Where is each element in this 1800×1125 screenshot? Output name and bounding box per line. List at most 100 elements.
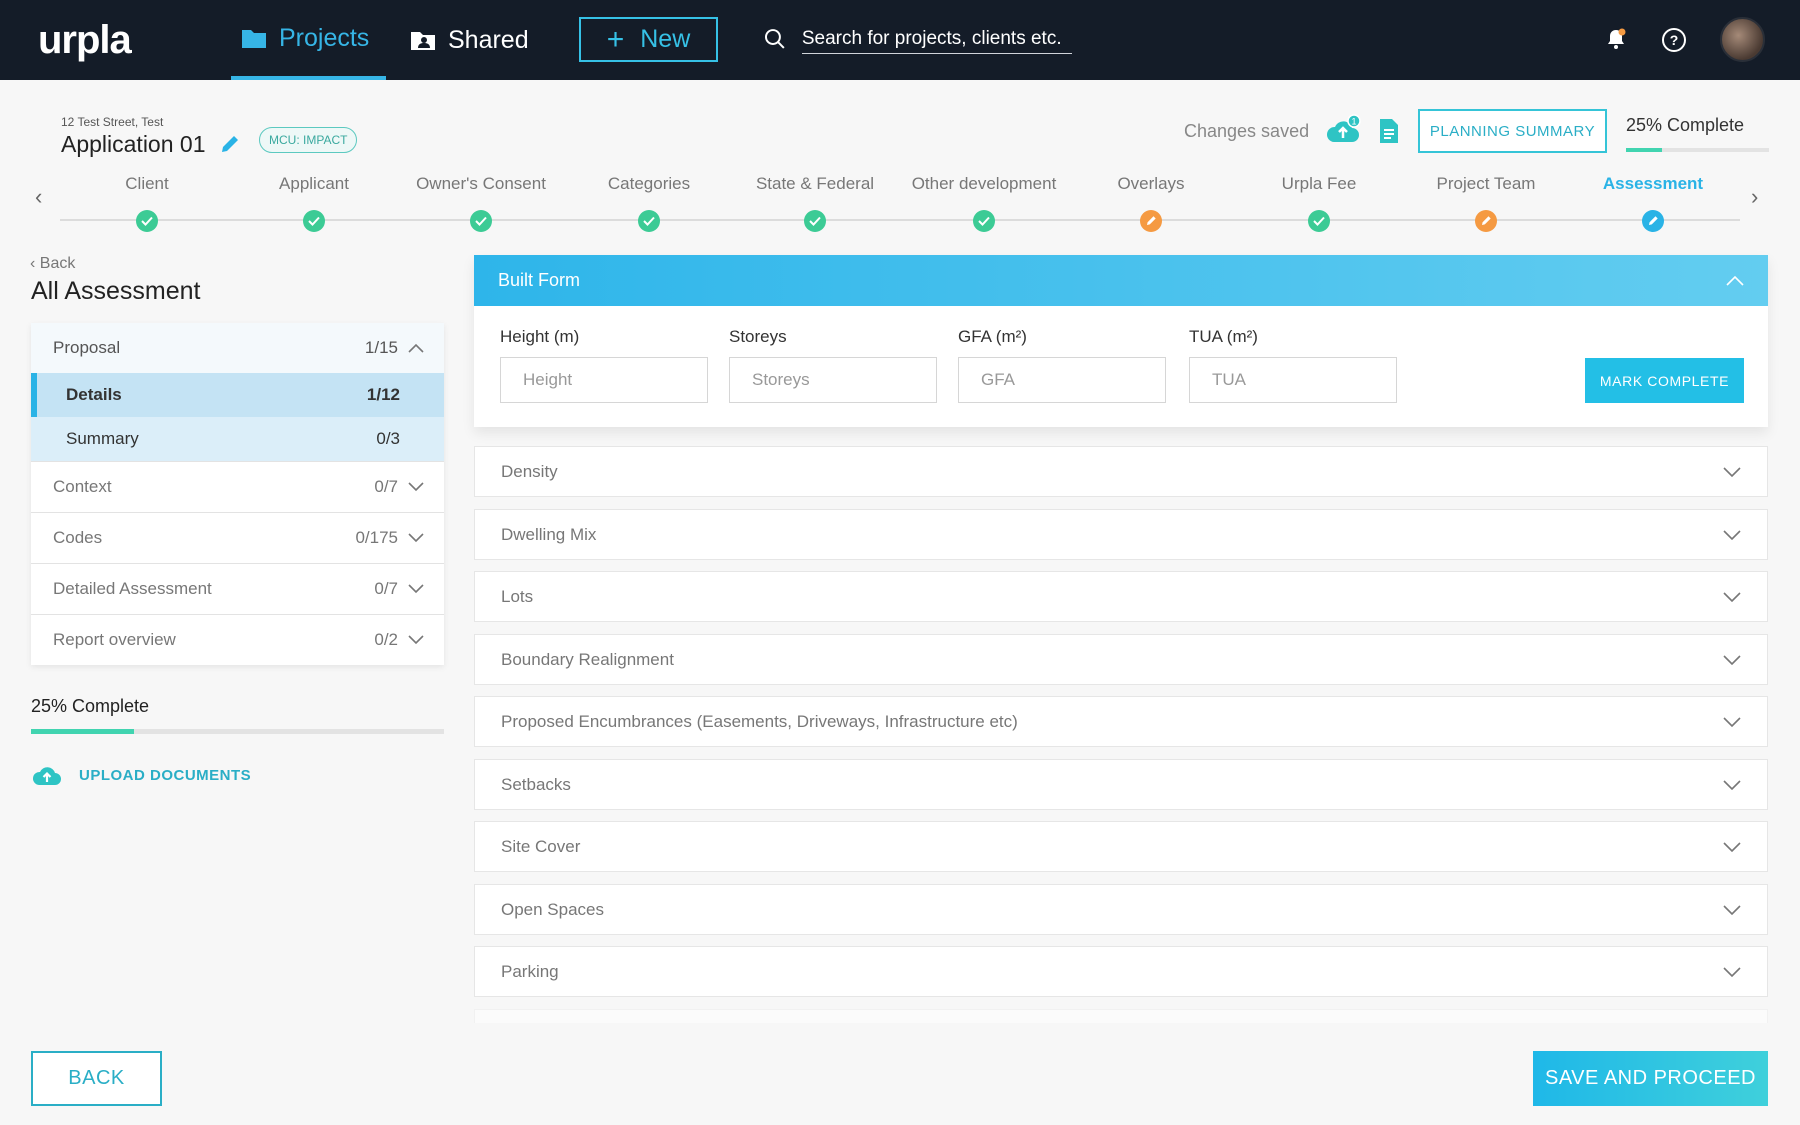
stepper-step[interactable]: Client <box>62 174 232 232</box>
stepper-step[interactable]: State & Federal <box>730 174 900 232</box>
nav-section-count: 0/7 <box>374 477 398 496</box>
stepper-track <box>60 219 1740 221</box>
stepper-step[interactable]: Applicant <box>229 174 399 232</box>
stepper-step[interactable]: Other development <box>899 174 1069 232</box>
stepper-step[interactable]: Project Team <box>1401 174 1571 232</box>
stepper-step[interactable]: Urpla Fee <box>1234 174 1404 232</box>
stepper-prev-icon[interactable]: ‹ <box>35 184 43 209</box>
nav-sub-summary[interactable]: Summary 0/3 <box>31 417 444 461</box>
stepper-step-label: Project Team <box>1436 174 1536 193</box>
storeys-input[interactable] <box>729 357 937 403</box>
tua-label: TUA (m²) <box>1189 327 1258 346</box>
urpla-logo[interactable]: urpla <box>38 18 132 62</box>
user-avatar[interactable] <box>1720 17 1765 62</box>
chevron-down-icon <box>408 533 424 543</box>
nav-sub-label: Details <box>66 385 122 404</box>
assessment-progress-fill <box>31 729 135 734</box>
nav-sub-count: 0/3 <box>376 429 400 448</box>
check-icon <box>470 210 492 232</box>
stepper-next-icon[interactable]: › <box>1751 184 1759 209</box>
nav-proposal[interactable]: Proposal 1/15 <box>31 323 444 373</box>
nav-section-label: Report overview <box>53 630 176 649</box>
stepper-step-label: Overlays <box>1117 174 1185 193</box>
nav-sub-count: 1/12 <box>366 385 400 404</box>
chevron-down-icon <box>408 635 424 645</box>
nav-context[interactable]: Context 0/7 <box>31 461 444 512</box>
chevron-down-icon <box>1723 712 1741 732</box>
notification-bell-icon[interactable] <box>1604 27 1628 56</box>
cloud-upload-icon[interactable]: 1 <box>1325 114 1361 151</box>
stepper-step[interactable]: Assessment <box>1568 174 1738 232</box>
search-icon[interactable] <box>764 28 786 50</box>
upload-documents-label: UPLOAD DOCUMENTS <box>79 766 252 784</box>
nav-proposal-label: Proposal <box>53 338 121 357</box>
nav-sub-details[interactable]: Details 1/12 <box>31 373 444 417</box>
edit-pencil-icon[interactable] <box>219 133 241 160</box>
gfa-field: GFA (m²) <box>958 327 1166 403</box>
height-field: Height (m) <box>500 327 708 403</box>
help-icon[interactable]: ? <box>1661 27 1687 58</box>
accordion-item[interactable]: Lots <box>474 571 1768 622</box>
nav-detailed-assessment[interactable]: Detailed Assessment 0/7 <box>31 563 444 614</box>
document-icon[interactable] <box>1378 118 1400 149</box>
stepper-step[interactable]: Categories <box>564 174 734 232</box>
mcu-badge: MCU: IMPACT <box>259 127 358 153</box>
stepper-step[interactable]: Overlays <box>1066 174 1236 232</box>
stepper-step[interactable]: Owner's Consent <box>396 174 566 232</box>
nav-codes[interactable]: Codes 0/175 <box>31 512 444 563</box>
search-input[interactable] <box>801 24 1072 54</box>
nav-report-overview[interactable]: Report overview 0/2 <box>31 614 444 665</box>
nav-shared-label: Shared <box>448 25 529 54</box>
nav-section-count: 0/7 <box>374 579 398 598</box>
chevron-down-icon <box>408 482 424 492</box>
tua-input[interactable] <box>1189 357 1397 403</box>
stepper-step-label: Applicant <box>279 174 349 193</box>
project-address: 12 Test Street, Test <box>61 115 164 129</box>
assessment-progress-bar <box>31 729 444 734</box>
accordion-label: Boundary Realignment <box>501 649 674 669</box>
nav-section-label: Detailed Assessment <box>53 579 212 598</box>
check-icon <box>303 210 325 232</box>
check-icon <box>804 210 826 232</box>
planning-summary-button[interactable]: PLANNING SUMMARY <box>1418 109 1607 153</box>
save-and-proceed-button[interactable]: SAVE AND PROCEED <box>1533 1051 1768 1106</box>
mark-complete-button[interactable]: MARK COMPLETE <box>1585 358 1744 403</box>
tua-field: TUA (m²) <box>1189 327 1397 403</box>
svg-text:?: ? <box>1670 32 1679 48</box>
accordion-label: Parking <box>501 961 559 981</box>
accordion-item[interactable]: Open Spaces <box>474 884 1768 935</box>
chevron-down-icon <box>1723 650 1741 670</box>
chevron-down-icon <box>1723 775 1741 795</box>
progress-label: 25% Complete <box>1626 115 1745 135</box>
chevron-up-icon <box>408 343 424 353</box>
nav-sub-label: Summary <box>66 429 139 448</box>
nav-projects[interactable]: Projects <box>231 0 386 80</box>
storeys-field: Storeys <box>729 327 937 403</box>
accordion-item[interactable]: Setbacks <box>474 759 1768 810</box>
built-form-panel: Built Form Height (m) Storeys GFA (m²) T… <box>474 255 1768 427</box>
nav-shared[interactable]: Shared <box>410 0 529 80</box>
height-input[interactable] <box>500 357 708 403</box>
nav-section-label: Codes <box>53 528 103 547</box>
accordion-item[interactable]: Density <box>474 446 1768 497</box>
accordion-label: Lots <box>501 586 534 606</box>
gfa-input[interactable] <box>958 357 1166 403</box>
accordion-item[interactable]: Site Cover <box>474 821 1768 872</box>
check-icon <box>136 210 158 232</box>
upload-documents-button[interactable]: UPLOAD DOCUMENTS <box>31 763 251 787</box>
back-link-label: Back <box>39 255 76 272</box>
nav-projects-label: Projects <box>279 23 370 52</box>
shared-folder-icon <box>411 32 435 50</box>
back-link[interactable]: ‹ Back <box>30 255 76 272</box>
accordion-item[interactable]: Proposed Encumbrances (Easements, Drivew… <box>474 696 1768 747</box>
back-button[interactable]: BACK <box>31 1051 162 1106</box>
accordion-item[interactable]: Dwelling Mix <box>474 509 1768 560</box>
accordion-item[interactable]: Parking <box>474 946 1768 997</box>
chevron-up-icon <box>1726 275 1744 286</box>
progress-bar <box>1626 148 1769 152</box>
new-button[interactable]: + New <box>579 17 718 62</box>
stepper-step-label: Urpla Fee <box>1281 174 1357 193</box>
built-form-header[interactable]: Built Form <box>474 255 1768 306</box>
accordion-item[interactable]: Boundary Realignment <box>474 634 1768 685</box>
accordion-partial-row <box>474 1009 1768 1023</box>
